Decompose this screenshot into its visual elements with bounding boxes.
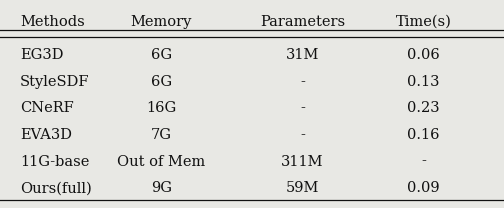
Text: Methods: Methods [20,15,85,29]
Text: 9G: 9G [151,181,172,195]
Text: -: - [300,75,305,89]
Text: -: - [300,101,305,115]
Text: 16G: 16G [146,101,176,115]
Text: 311M: 311M [281,155,324,169]
Text: Time(s): Time(s) [396,15,451,29]
Text: CNeRF: CNeRF [20,101,74,115]
Text: Memory: Memory [131,15,192,29]
Text: Ours(full): Ours(full) [20,181,92,195]
Text: 0.06: 0.06 [407,48,439,62]
Text: Parameters: Parameters [260,15,345,29]
Text: EG3D: EG3D [20,48,64,62]
Text: 6G: 6G [151,48,172,62]
Text: 0.13: 0.13 [407,75,439,89]
Text: -: - [300,128,305,142]
Text: 0.23: 0.23 [407,101,439,115]
Text: 0.16: 0.16 [407,128,439,142]
Text: 59M: 59M [286,181,319,195]
Text: StyleSDF: StyleSDF [20,75,90,89]
Text: 31M: 31M [286,48,319,62]
Text: 0.09: 0.09 [407,181,439,195]
Text: 7G: 7G [151,128,172,142]
Text: Out of Mem: Out of Mem [117,155,206,169]
Text: -: - [421,155,426,169]
Text: 6G: 6G [151,75,172,89]
Text: EVA3D: EVA3D [20,128,72,142]
Text: 11G-base: 11G-base [20,155,90,169]
